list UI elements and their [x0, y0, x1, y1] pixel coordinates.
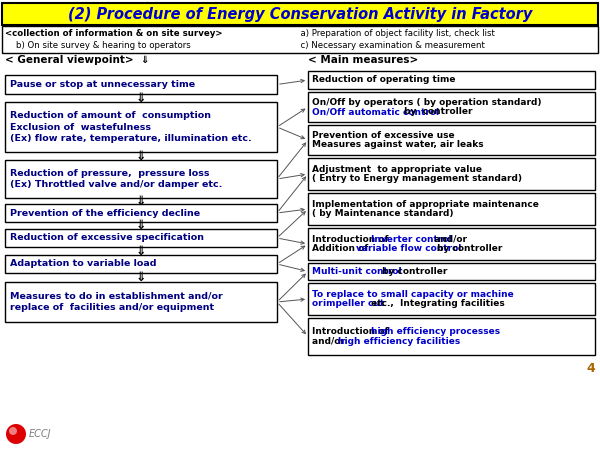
Text: Multi-unit control: Multi-unit control: [312, 267, 401, 276]
Bar: [308, 92, 595, 122]
Bar: [5, 75, 277, 94]
Bar: [2, 3, 598, 25]
Text: On/Off automatic control: On/Off automatic control: [312, 107, 439, 116]
Bar: [308, 228, 595, 260]
Bar: [308, 263, 595, 280]
Text: and/or: and/or: [312, 337, 348, 346]
Text: Reduction of excessive specification: Reduction of excessive specification: [10, 234, 204, 243]
Text: <collection of information & on site survey>: <collection of information & on site sur…: [5, 29, 223, 38]
Bar: [308, 318, 595, 355]
Text: Measures to do in establishment and/or
replace of  facilities and/or equipment: Measures to do in establishment and/or r…: [10, 292, 223, 312]
Text: To replace to small capacity or machine: To replace to small capacity or machine: [312, 290, 514, 299]
Text: or: or: [312, 299, 326, 308]
Text: etc.,  Integrating facilities: etc., Integrating facilities: [368, 299, 505, 308]
Text: Implementation of appropriate maintenance: Implementation of appropriate maintenanc…: [312, 200, 539, 209]
Text: Reduction of amount of  consumption
Exclusion of  wastefulness
(Ex) flow rate, t: Reduction of amount of consumption Exclu…: [10, 112, 252, 143]
Text: 4: 4: [586, 361, 595, 374]
Bar: [308, 193, 595, 225]
Bar: [5, 255, 277, 273]
Text: a) Preparation of object facility list, check list: a) Preparation of object facility list, …: [295, 29, 495, 38]
Bar: [308, 283, 595, 315]
Text: Prevention of the efficiency decline: Prevention of the efficiency decline: [10, 208, 200, 217]
Text: Reduction of operating time: Reduction of operating time: [312, 76, 455, 85]
Text: Reduction of pressure,  pressure loss
(Ex) Throttled valve and/or damper etc.: Reduction of pressure, pressure loss (Ex…: [10, 169, 223, 189]
Bar: [308, 158, 595, 190]
Text: ECCJ: ECCJ: [29, 429, 52, 439]
Bar: [5, 204, 277, 222]
Bar: [308, 125, 595, 155]
Text: Introduction of: Introduction of: [312, 235, 392, 244]
Text: ( by Maintenance standard): ( by Maintenance standard): [312, 209, 454, 218]
Circle shape: [6, 424, 26, 444]
Text: ⇓: ⇓: [136, 194, 146, 207]
Text: by controller: by controller: [379, 267, 447, 276]
Text: ⇓: ⇓: [136, 149, 146, 162]
Bar: [5, 282, 277, 322]
Text: ⇓: ⇓: [136, 91, 146, 104]
Text: Inverter control: Inverter control: [371, 235, 452, 244]
Bar: [2, 26, 598, 53]
Text: impeller cut: impeller cut: [323, 299, 385, 308]
Text: b) On site survey & hearing to operators: b) On site survey & hearing to operators: [5, 41, 191, 50]
Bar: [308, 71, 595, 89]
Text: On/Off by operators ( by operation standard): On/Off by operators ( by operation stand…: [312, 98, 542, 107]
Text: Pause or stop at unnecessary time: Pause or stop at unnecessary time: [10, 80, 195, 89]
Text: by controller: by controller: [434, 244, 503, 253]
Text: Measures against water, air leaks: Measures against water, air leaks: [312, 140, 484, 149]
Text: < General viewpoint>  ⇓: < General viewpoint> ⇓: [5, 55, 149, 65]
Circle shape: [9, 427, 17, 435]
Bar: [5, 229, 277, 247]
Text: ⇓: ⇓: [136, 271, 146, 284]
Text: c) Necessary examination & measurement: c) Necessary examination & measurement: [295, 41, 485, 50]
Bar: [5, 102, 277, 152]
Text: variable flow control: variable flow control: [356, 244, 462, 253]
Text: Introduction of: Introduction of: [312, 327, 392, 336]
Text: Adjustment  to appropriate value: Adjustment to appropriate value: [312, 165, 482, 174]
Text: ⇓: ⇓: [136, 244, 146, 257]
Text: Addition of: Addition of: [312, 244, 371, 253]
Text: and/or: and/or: [431, 235, 467, 244]
Text: Prevention of excessive use: Prevention of excessive use: [312, 131, 455, 140]
Text: < Main measures>: < Main measures>: [308, 55, 418, 65]
Text: high efficiency facilities: high efficiency facilities: [338, 337, 460, 346]
Text: by  controller: by controller: [401, 107, 472, 116]
Bar: [5, 160, 277, 198]
Text: ⇓: ⇓: [136, 219, 146, 232]
Text: high efficiency processes: high efficiency processes: [371, 327, 500, 336]
Text: (2) Procedure of Energy Conservation Activity in Factory: (2) Procedure of Energy Conservation Act…: [68, 6, 532, 22]
Text: Adaptation to variable load: Adaptation to variable load: [10, 260, 157, 269]
Text: ( Entry to Energy management standard): ( Entry to Energy management standard): [312, 174, 522, 183]
